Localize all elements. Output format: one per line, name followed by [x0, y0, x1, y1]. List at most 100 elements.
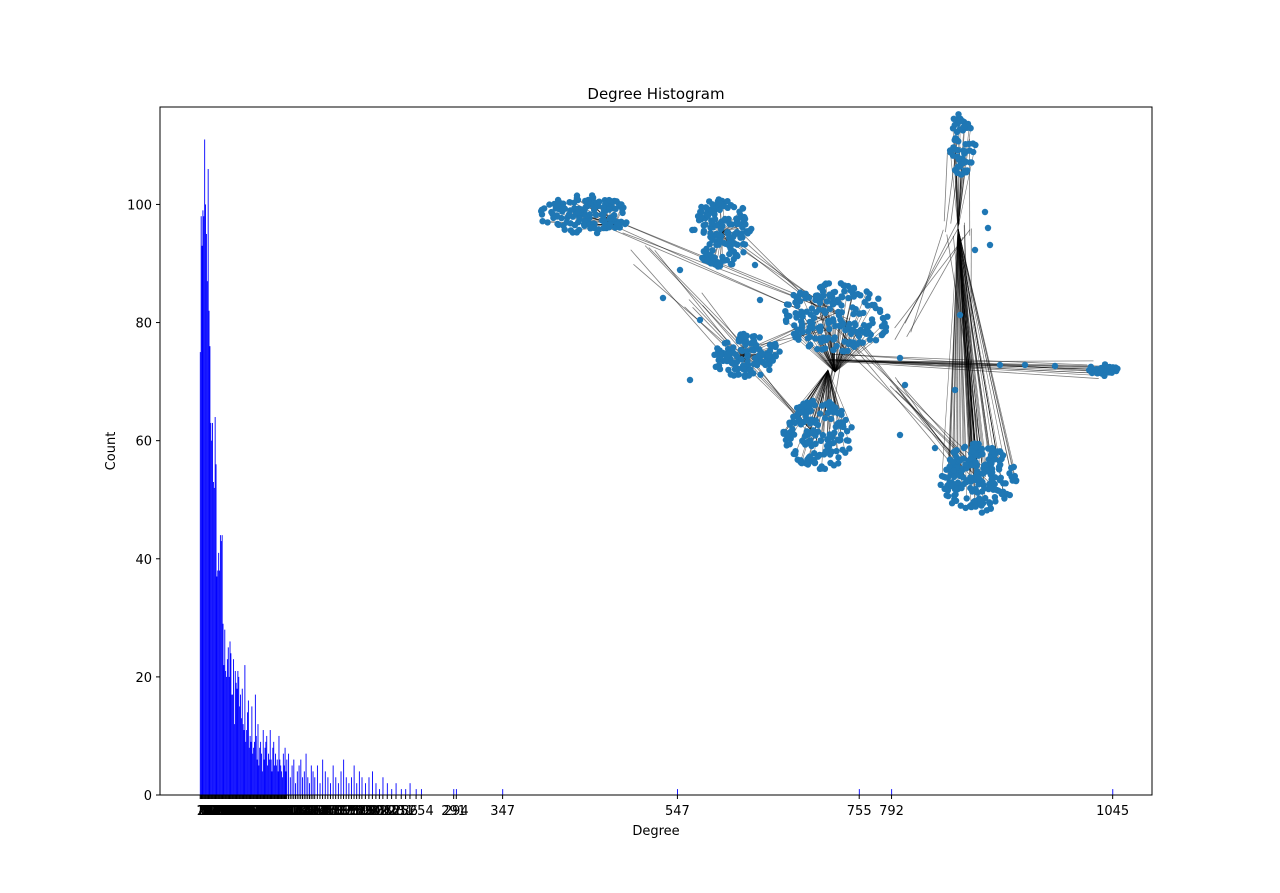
network-node — [546, 201, 553, 208]
bar — [305, 753, 307, 795]
network-node — [806, 318, 813, 326]
bar — [251, 706, 253, 795]
bar — [233, 659, 234, 795]
network-node — [592, 211, 600, 218]
network-edge — [832, 353, 1088, 366]
x-tick-label: 89 — [269, 804, 286, 819]
network-node — [726, 242, 733, 250]
network-node — [841, 338, 848, 345]
bar — [211, 440, 213, 795]
bar — [221, 535, 223, 795]
bar — [255, 735, 257, 795]
x-tick-label: 755 — [847, 804, 872, 819]
network-node — [949, 458, 957, 465]
x-tick-label: 116 — [288, 804, 313, 819]
x-tick-label: 156 — [323, 804, 348, 819]
network-node — [943, 492, 950, 499]
x-tick-label: 52 — [237, 804, 254, 819]
x-tick-label: 28 — [216, 804, 233, 819]
network-node — [860, 328, 867, 336]
network-node — [1021, 361, 1029, 369]
network-node — [721, 340, 729, 347]
bar — [201, 245, 203, 795]
network-node — [819, 431, 827, 439]
network-node — [730, 344, 737, 351]
network-node — [707, 230, 714, 237]
network-node — [979, 470, 987, 477]
bar — [226, 659, 228, 795]
x-tick-label: 39 — [225, 804, 242, 819]
x-tick-label: 15 — [204, 804, 221, 819]
network-node — [974, 489, 981, 496]
y-tick-label: 60 — [135, 435, 152, 450]
x-tick-label: 41 — [227, 804, 244, 819]
network-node — [831, 429, 838, 436]
network-node — [803, 458, 810, 466]
network-node — [809, 429, 817, 436]
network-node — [983, 507, 990, 514]
bar — [288, 753, 290, 795]
bar — [891, 789, 893, 795]
x-tick-label: 100 — [274, 804, 299, 819]
bar — [226, 676, 227, 795]
network-node — [728, 359, 735, 367]
x-tick-label: 120 — [292, 804, 317, 819]
x-tick-label: 165 — [331, 804, 356, 819]
network-node — [830, 300, 837, 308]
bar — [212, 422, 213, 795]
network-node — [716, 365, 724, 373]
network-node — [1002, 480, 1009, 487]
x-tick-label: 168 — [334, 804, 359, 819]
bar — [282, 753, 284, 795]
network-node — [686, 376, 694, 384]
bar — [268, 753, 269, 795]
network-node — [750, 360, 758, 368]
network-node — [606, 206, 613, 213]
network-node — [831, 288, 839, 296]
bar — [365, 783, 366, 795]
network-node — [826, 325, 833, 333]
network-node — [726, 250, 733, 258]
x-tick-label: 20 — [209, 804, 226, 819]
bar — [253, 747, 255, 795]
network-node — [818, 283, 826, 290]
x-tick-label: 104 — [278, 804, 303, 819]
x-tick-label: 206 — [367, 804, 392, 819]
network-node — [866, 336, 874, 343]
bar — [298, 765, 300, 795]
network-node — [571, 221, 579, 229]
x-tick-label: 99 — [278, 804, 295, 819]
x-tick-label: 22 — [210, 804, 227, 819]
network-node — [817, 437, 824, 444]
network-node — [700, 227, 708, 235]
network-edge — [957, 227, 1016, 481]
network-edge — [943, 152, 948, 222]
network-node — [806, 453, 813, 460]
x-tick-label: 5 — [200, 804, 208, 819]
x-tick-label: 67 — [250, 804, 267, 819]
x-tick-label: 97 — [276, 804, 293, 819]
network-node — [744, 358, 751, 366]
network-node — [801, 432, 809, 440]
bar — [351, 777, 352, 795]
x-tick-label: 220 — [379, 804, 404, 819]
bar — [199, 352, 201, 795]
network-edge — [798, 336, 836, 373]
network-node — [544, 219, 551, 226]
network-node — [554, 200, 561, 207]
network-node — [804, 439, 812, 446]
network-node — [539, 218, 546, 225]
network-node — [809, 397, 816, 404]
x-tick-label: 51 — [236, 804, 253, 819]
bar — [239, 706, 241, 795]
network-edge — [964, 222, 974, 473]
network-node — [966, 503, 973, 510]
network-node — [957, 117, 964, 125]
network-node — [822, 448, 829, 455]
bar — [236, 688, 238, 795]
network-node — [725, 349, 733, 357]
network-node — [876, 308, 884, 316]
network-node — [882, 327, 889, 335]
network-node — [573, 229, 580, 236]
network-node — [724, 198, 731, 205]
